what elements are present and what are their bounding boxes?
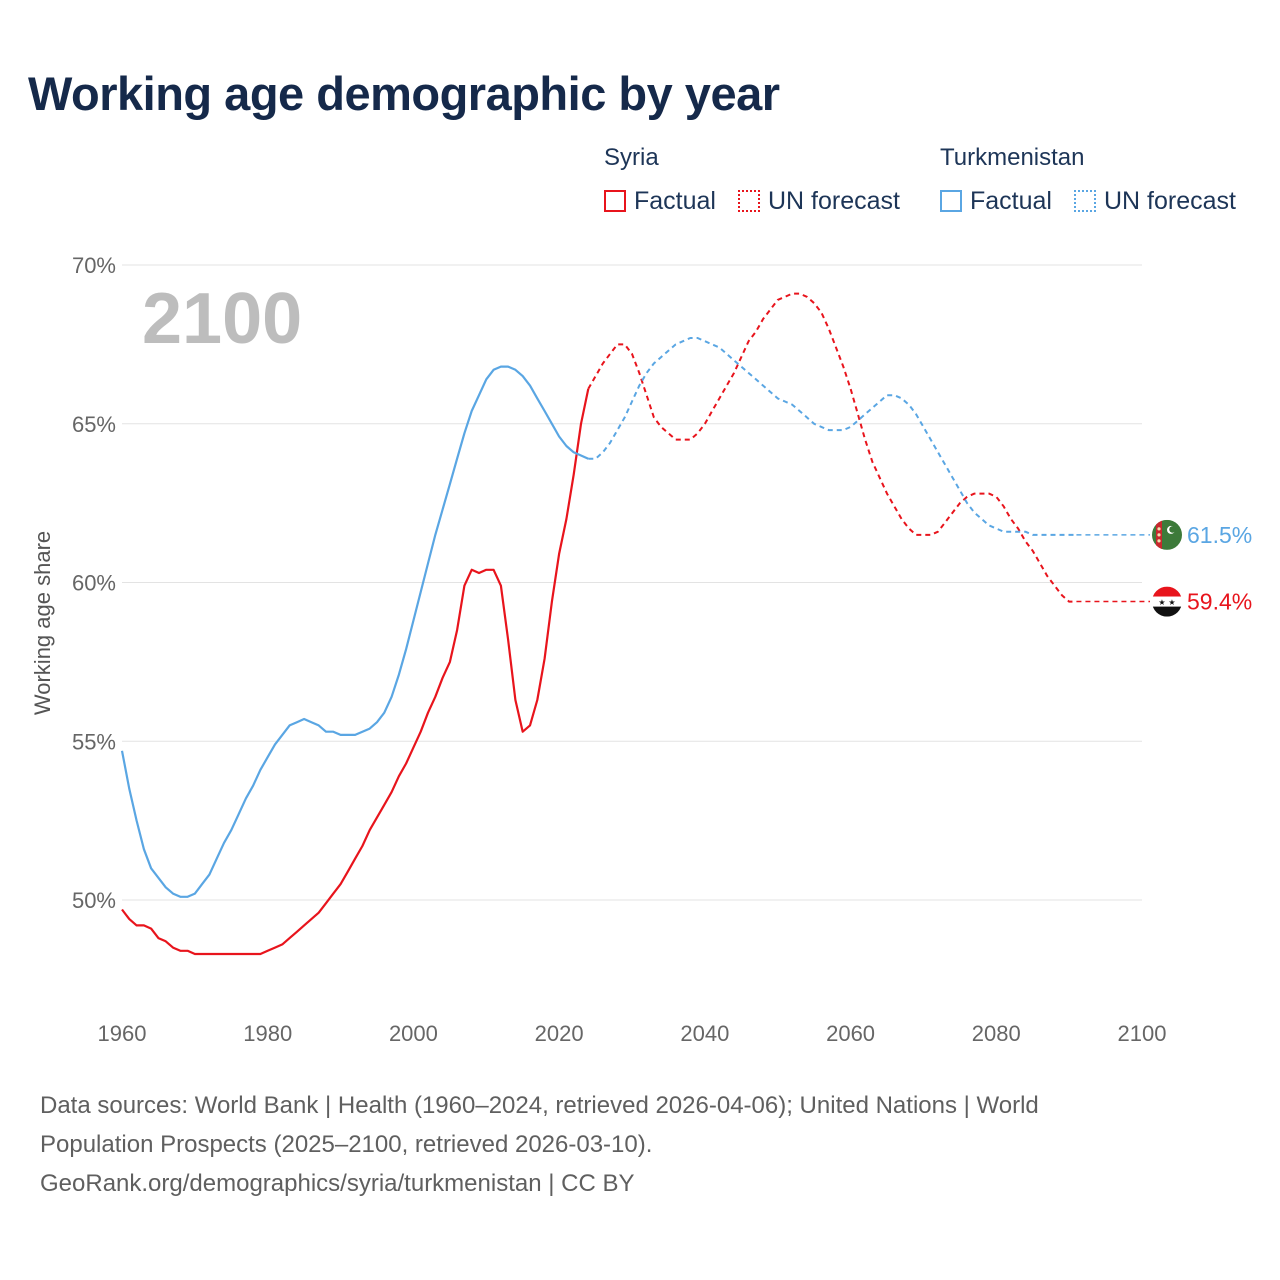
syria-flag-icon: ★ ★ [1152,586,1182,617]
legend-label-syria-factual: Factual [634,186,716,215]
legend-label-turkmenistan-factual: Factual [970,186,1052,215]
source-line-2: Population Prospects (2025–2100, retriev… [40,1131,653,1158]
chart-title: Working age demographic by year [28,67,780,120]
y-axis-ticks: 50% 55% 60% 65% 70% [72,253,116,913]
x-tick-label: 1980 [243,1021,292,1046]
legend-item-syria-factual[interactable]: Factual [604,186,716,216]
series-end-markers: ★ ★ 61.5% 59.4% [1152,519,1252,617]
y-tick-label: 55% [72,729,116,754]
y-axis-label: Working age share [30,531,55,715]
series-line-turkmenistan-factual [120,365,589,898]
series-line-syria-factual [121,388,590,956]
svg-text:★: ★ [1158,598,1165,607]
x-tick-label: 2080 [972,1021,1021,1046]
y-tick-label: 50% [72,888,116,913]
year-watermark: 2100 [142,279,302,359]
legend-swatch-turkmenistan-factual [940,190,962,212]
legend-swatch-syria-factual [604,190,626,212]
end-value-label-syria: 59.4% [1187,589,1252,615]
end-value-label-turkmenistan: 61.5% [1187,522,1252,548]
source-line-1: Data sources: World Bank | Health (1960–… [40,1092,1039,1119]
data-sources-footnote: Data sources: World Bank | Health (1960–… [40,1086,1150,1203]
gridlines [122,264,1142,901]
legend-swatch-syria-forecast [738,190,760,212]
y-tick-label: 65% [72,412,116,437]
x-tick-label: 2000 [389,1021,438,1046]
x-tick-label: 2100 [1118,1021,1167,1046]
legend-title-syria: Syria [604,144,659,171]
legend-item-turkmenistan-factual[interactable]: Factual [940,186,1052,216]
x-tick-label: 2040 [680,1021,729,1046]
series-lines [120,292,1150,956]
x-tick-label: 1960 [98,1021,147,1046]
legend-title-turkmenistan: Turkmenistan [940,144,1085,171]
x-tick-label: 2060 [826,1021,875,1046]
line-chart: 50% 55% 60% 65% 70% 1960 1980 2000 2020 2040 2060… [30,253,1252,1046]
legend-label-syria-forecast: UN forecast [768,186,900,215]
series-line-syria-forecast [587,292,1077,603]
x-axis-ticks: 1960 1980 2000 2020 2040 2060 2080 2100 [98,1021,1167,1046]
legend-label-turkmenistan-forecast: UN forecast [1104,186,1236,215]
svg-text:★: ★ [1168,598,1175,607]
legend-item-syria-forecast[interactable]: UN forecast [738,186,900,216]
source-line-3[interactable]: GeoRank.org/demographics/syria/turkmenis… [40,1170,635,1197]
y-tick-label: 60% [72,571,116,596]
x-tick-label: 2020 [535,1021,584,1046]
y-tick-label: 70% [72,253,116,278]
legend-item-turkmenistan-forecast[interactable]: UN forecast [1074,186,1236,216]
turkmenistan-flag-icon [1152,519,1182,550]
legend-swatch-turkmenistan-forecast [1074,190,1096,212]
series-line-turkmenistan-forecast [588,337,1077,536]
